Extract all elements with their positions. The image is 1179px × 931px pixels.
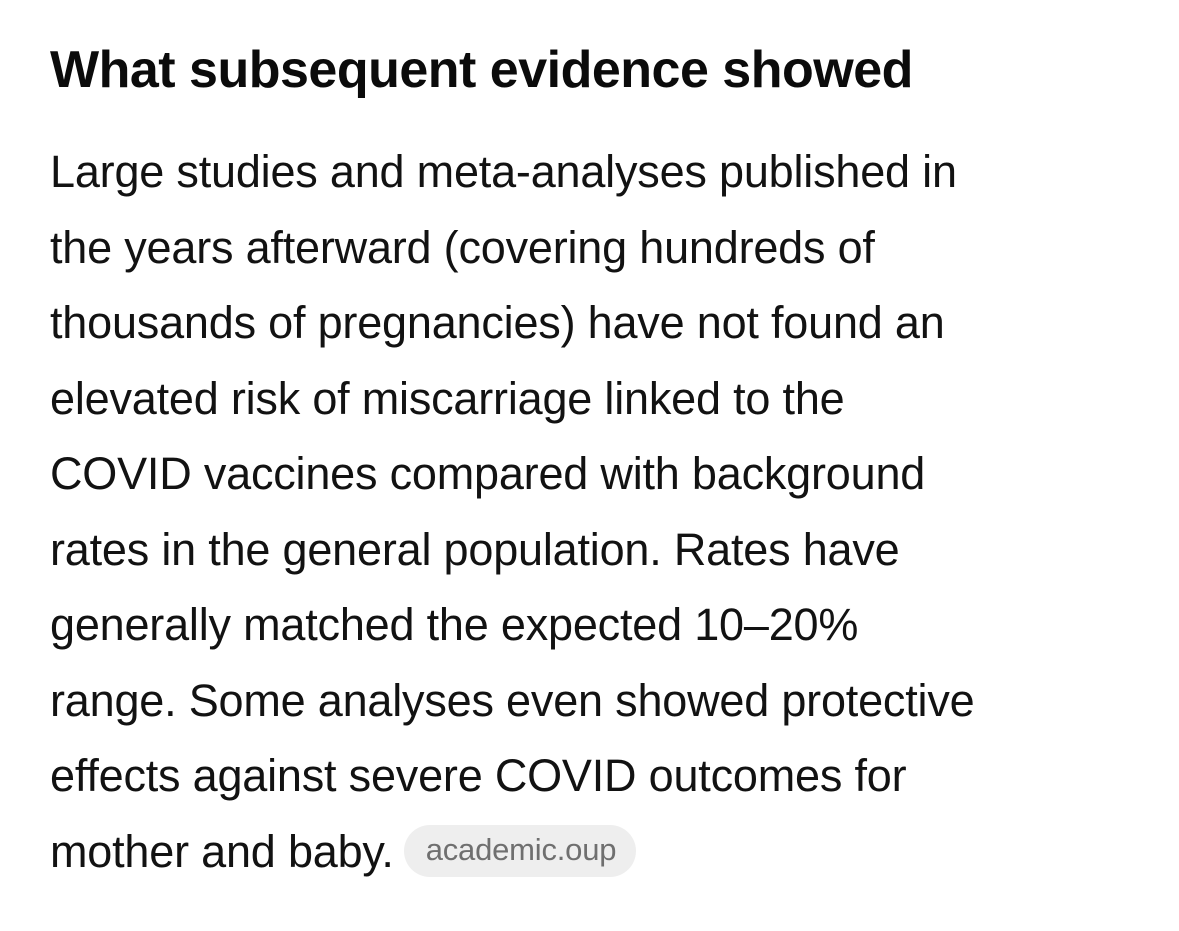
section-paragraph: Large studies and meta-analyses publishe… [50,134,1139,889]
paragraph-line: mother and baby. [50,825,394,877]
paragraph-line: effects against severe COVID outcomes fo… [50,750,907,801]
paragraph-last-line: mother and baby. academic.oup [50,814,1139,890]
citation-source-chip[interactable]: academic.oup [403,824,637,877]
paragraph-line: generally matched the expected 10–20% [50,599,859,650]
paragraph-line: rates in the general population. Rates h… [50,523,900,575]
paragraph-line: elevated risk of miscarriage linked to t… [50,372,845,424]
paragraph-line: range. Some analyses even showed protect… [50,674,975,726]
paragraph-line: COVID vaccines compared with background [50,448,926,499]
paragraph-line: the years afterward (covering hundreds o… [50,221,875,273]
paragraph-line: thousands of pregnancies) have not found… [50,297,945,348]
section-heading: What subsequent evidence showed [50,41,913,99]
paragraph-line: Large studies and meta-analyses publishe… [50,146,957,197]
